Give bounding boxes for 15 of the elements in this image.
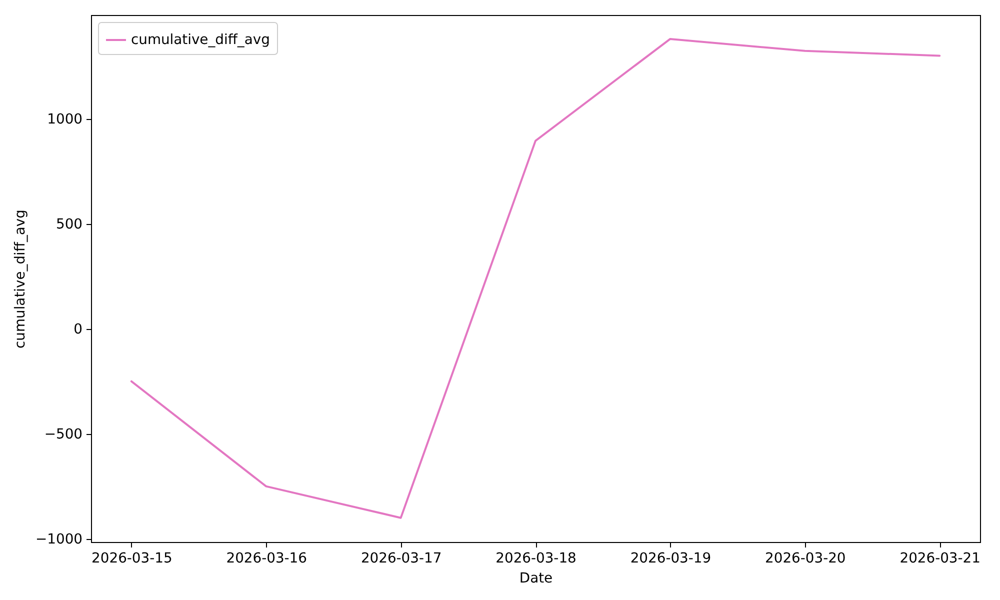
y-tick-label: −500: [44, 426, 82, 442]
x-tick-label: 2026-03-18: [496, 550, 576, 566]
y-tick-label: 500: [56, 216, 82, 232]
y-tick-label: −1000: [36, 531, 82, 548]
x-axis-title: Date: [519, 570, 553, 586]
x-tick-label: 2026-03-15: [92, 550, 172, 566]
y-axis-title: cumulative_diff_avg: [12, 210, 29, 348]
x-tick-label: 2026-03-16: [226, 550, 307, 566]
x-tick-label: 2026-03-19: [630, 550, 712, 566]
x-tick-label: 2026-03-20: [765, 550, 846, 566]
x-tick-label: 2026-03-21: [900, 550, 980, 566]
x-tick-label: 2026-03-17: [360, 550, 442, 566]
y-tick-label: 1000: [47, 111, 82, 128]
legend-label: cumulative_diff_avg: [131, 32, 270, 48]
y-tick-label: 0: [74, 321, 82, 338]
